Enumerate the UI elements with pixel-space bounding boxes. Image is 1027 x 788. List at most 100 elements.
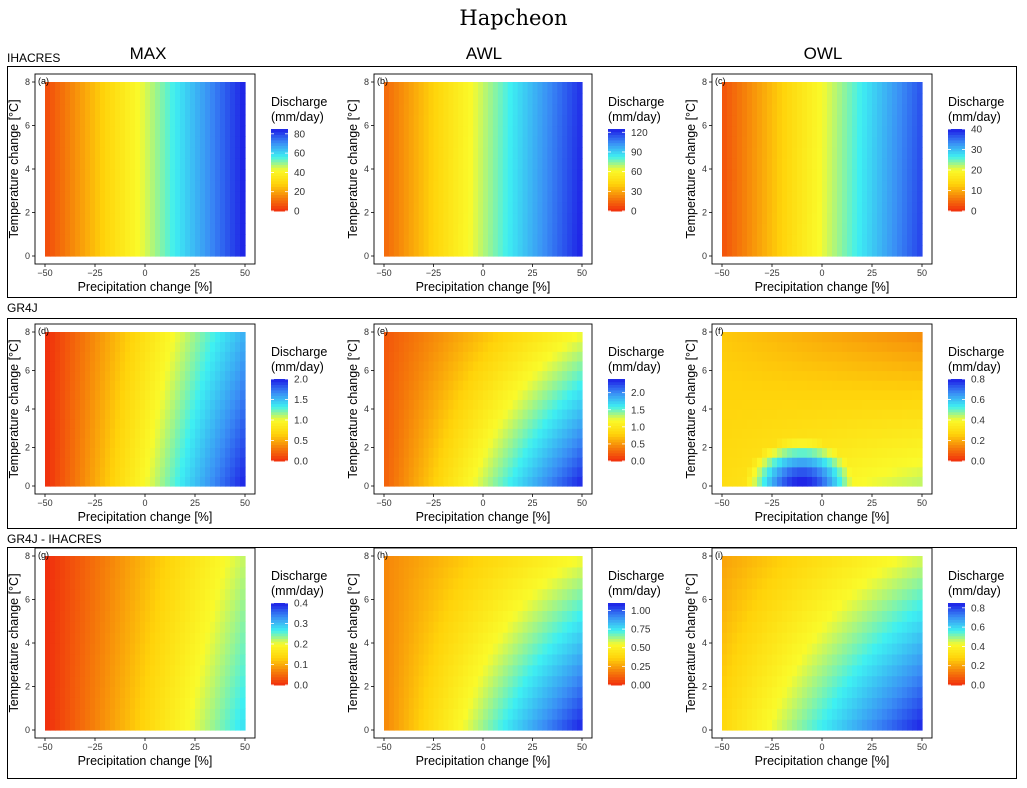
heatmap-cell <box>55 201 61 214</box>
heatmap-cell <box>507 653 514 666</box>
heatmap-cell <box>572 389 578 400</box>
heatmap-cell <box>170 114 176 127</box>
heatmap-cell <box>453 169 459 181</box>
heatmap-cell <box>105 169 111 181</box>
heatmap-cell <box>517 341 524 352</box>
heatmap-cell <box>240 664 246 677</box>
heatmap-cell <box>507 621 514 633</box>
heatmap-cell <box>463 466 469 477</box>
heatmap-cell <box>487 719 494 731</box>
heatmap-cell <box>220 577 226 590</box>
heatmap-cell <box>140 632 146 644</box>
heatmap-cell <box>65 370 71 381</box>
heatmap-cell <box>210 245 216 257</box>
heatmap-cell <box>195 588 201 601</box>
heatmap-cell <box>85 201 91 214</box>
legend-color-step <box>271 422 288 426</box>
heatmap-cell <box>497 556 504 568</box>
x-tick-label: 0 <box>142 268 147 278</box>
heatmap-cell <box>145 577 151 590</box>
heatmap-cell <box>85 82 91 94</box>
heatmap-cell <box>205 428 211 439</box>
heatmap-cell <box>225 664 231 677</box>
heatmap-cell <box>443 643 449 655</box>
heatmap-cell <box>155 380 161 391</box>
heatmap-cell <box>453 447 459 458</box>
heatmap-cell <box>185 245 191 257</box>
heatmap-cell <box>557 719 563 731</box>
heatmap-cell <box>60 92 66 105</box>
heatmap-cell <box>842 158 848 170</box>
heatmap-cell <box>145 103 151 116</box>
heatmap-cell <box>897 169 903 181</box>
heatmap-cell <box>80 351 86 362</box>
heatmap-cell <box>70 664 76 677</box>
heatmap-cell <box>85 332 91 343</box>
heatmap-cell <box>115 599 121 611</box>
heatmap-cell <box>852 92 858 105</box>
heatmap-cell <box>170 223 176 235</box>
heatmap-cell <box>458 234 464 246</box>
heatmap-cell <box>847 190 853 203</box>
heatmap-cell <box>572 409 578 420</box>
heatmap-cell <box>512 341 519 352</box>
heatmap-cell <box>175 380 181 391</box>
heatmap-cell <box>200 179 206 192</box>
heatmap-cell <box>45 389 51 400</box>
heatmap-cell <box>512 103 519 116</box>
heatmap-cell <box>235 147 241 159</box>
heatmap-cell <box>165 566 171 579</box>
heatmap-cell <box>140 643 146 655</box>
heatmap-cell <box>552 476 558 487</box>
heatmap-cell <box>80 599 86 611</box>
heatmap-cell <box>463 621 469 633</box>
heatmap-cell <box>110 223 116 235</box>
heatmap-cell <box>418 599 425 611</box>
heatmap-cell <box>468 675 474 688</box>
heatmap-cell <box>140 428 146 439</box>
legend-color-step <box>608 131 625 135</box>
heatmap-cell <box>852 179 858 192</box>
heatmap-cell <box>130 556 136 568</box>
x-tick-label: −25 <box>87 742 102 752</box>
heatmap-cell <box>170 332 176 343</box>
heatmap-cell <box>438 428 444 439</box>
heatmap-cell <box>577 360 583 372</box>
heatmap-cell <box>225 476 231 487</box>
heatmap-cell <box>458 103 464 116</box>
heatmap-cell <box>473 125 479 137</box>
legend-color-step <box>271 194 288 198</box>
heatmap-cell <box>572 190 578 203</box>
heatmap-cell <box>225 399 231 410</box>
heatmap-cell <box>542 675 548 688</box>
legend-color-step <box>271 387 288 391</box>
heatmap-cell <box>567 103 573 116</box>
legend-tick-label: 0.4 <box>294 599 308 610</box>
heatmap-cell <box>145 399 151 410</box>
heatmap-cell <box>547 437 553 449</box>
heatmap-cell <box>557 370 563 381</box>
heatmap-cell <box>150 686 156 698</box>
heatmap-cell <box>185 82 191 94</box>
heatmap-cell <box>190 599 196 611</box>
heatmap-cell <box>140 136 146 148</box>
heatmap-cell <box>180 114 186 127</box>
heatmap-cell <box>567 147 573 159</box>
heatmap-cell <box>55 370 61 381</box>
heatmap-cell <box>433 179 440 192</box>
heatmap-cell <box>497 223 504 235</box>
heatmap-cell <box>210 399 216 410</box>
heatmap-cell <box>393 599 400 611</box>
heatmap-cell <box>507 147 514 159</box>
heatmap-cell <box>185 697 191 709</box>
heatmap-cell <box>567 632 573 644</box>
heatmap-cell <box>542 351 548 362</box>
heatmap-cell <box>55 234 61 246</box>
heatmap-cell <box>85 380 91 391</box>
heatmap-cell <box>120 457 126 468</box>
heatmap-cell <box>225 92 231 105</box>
heatmap-cell <box>150 643 156 655</box>
heatmap-cell <box>532 643 539 655</box>
heatmap-cell <box>547 82 553 94</box>
heatmap-cell <box>180 399 186 410</box>
